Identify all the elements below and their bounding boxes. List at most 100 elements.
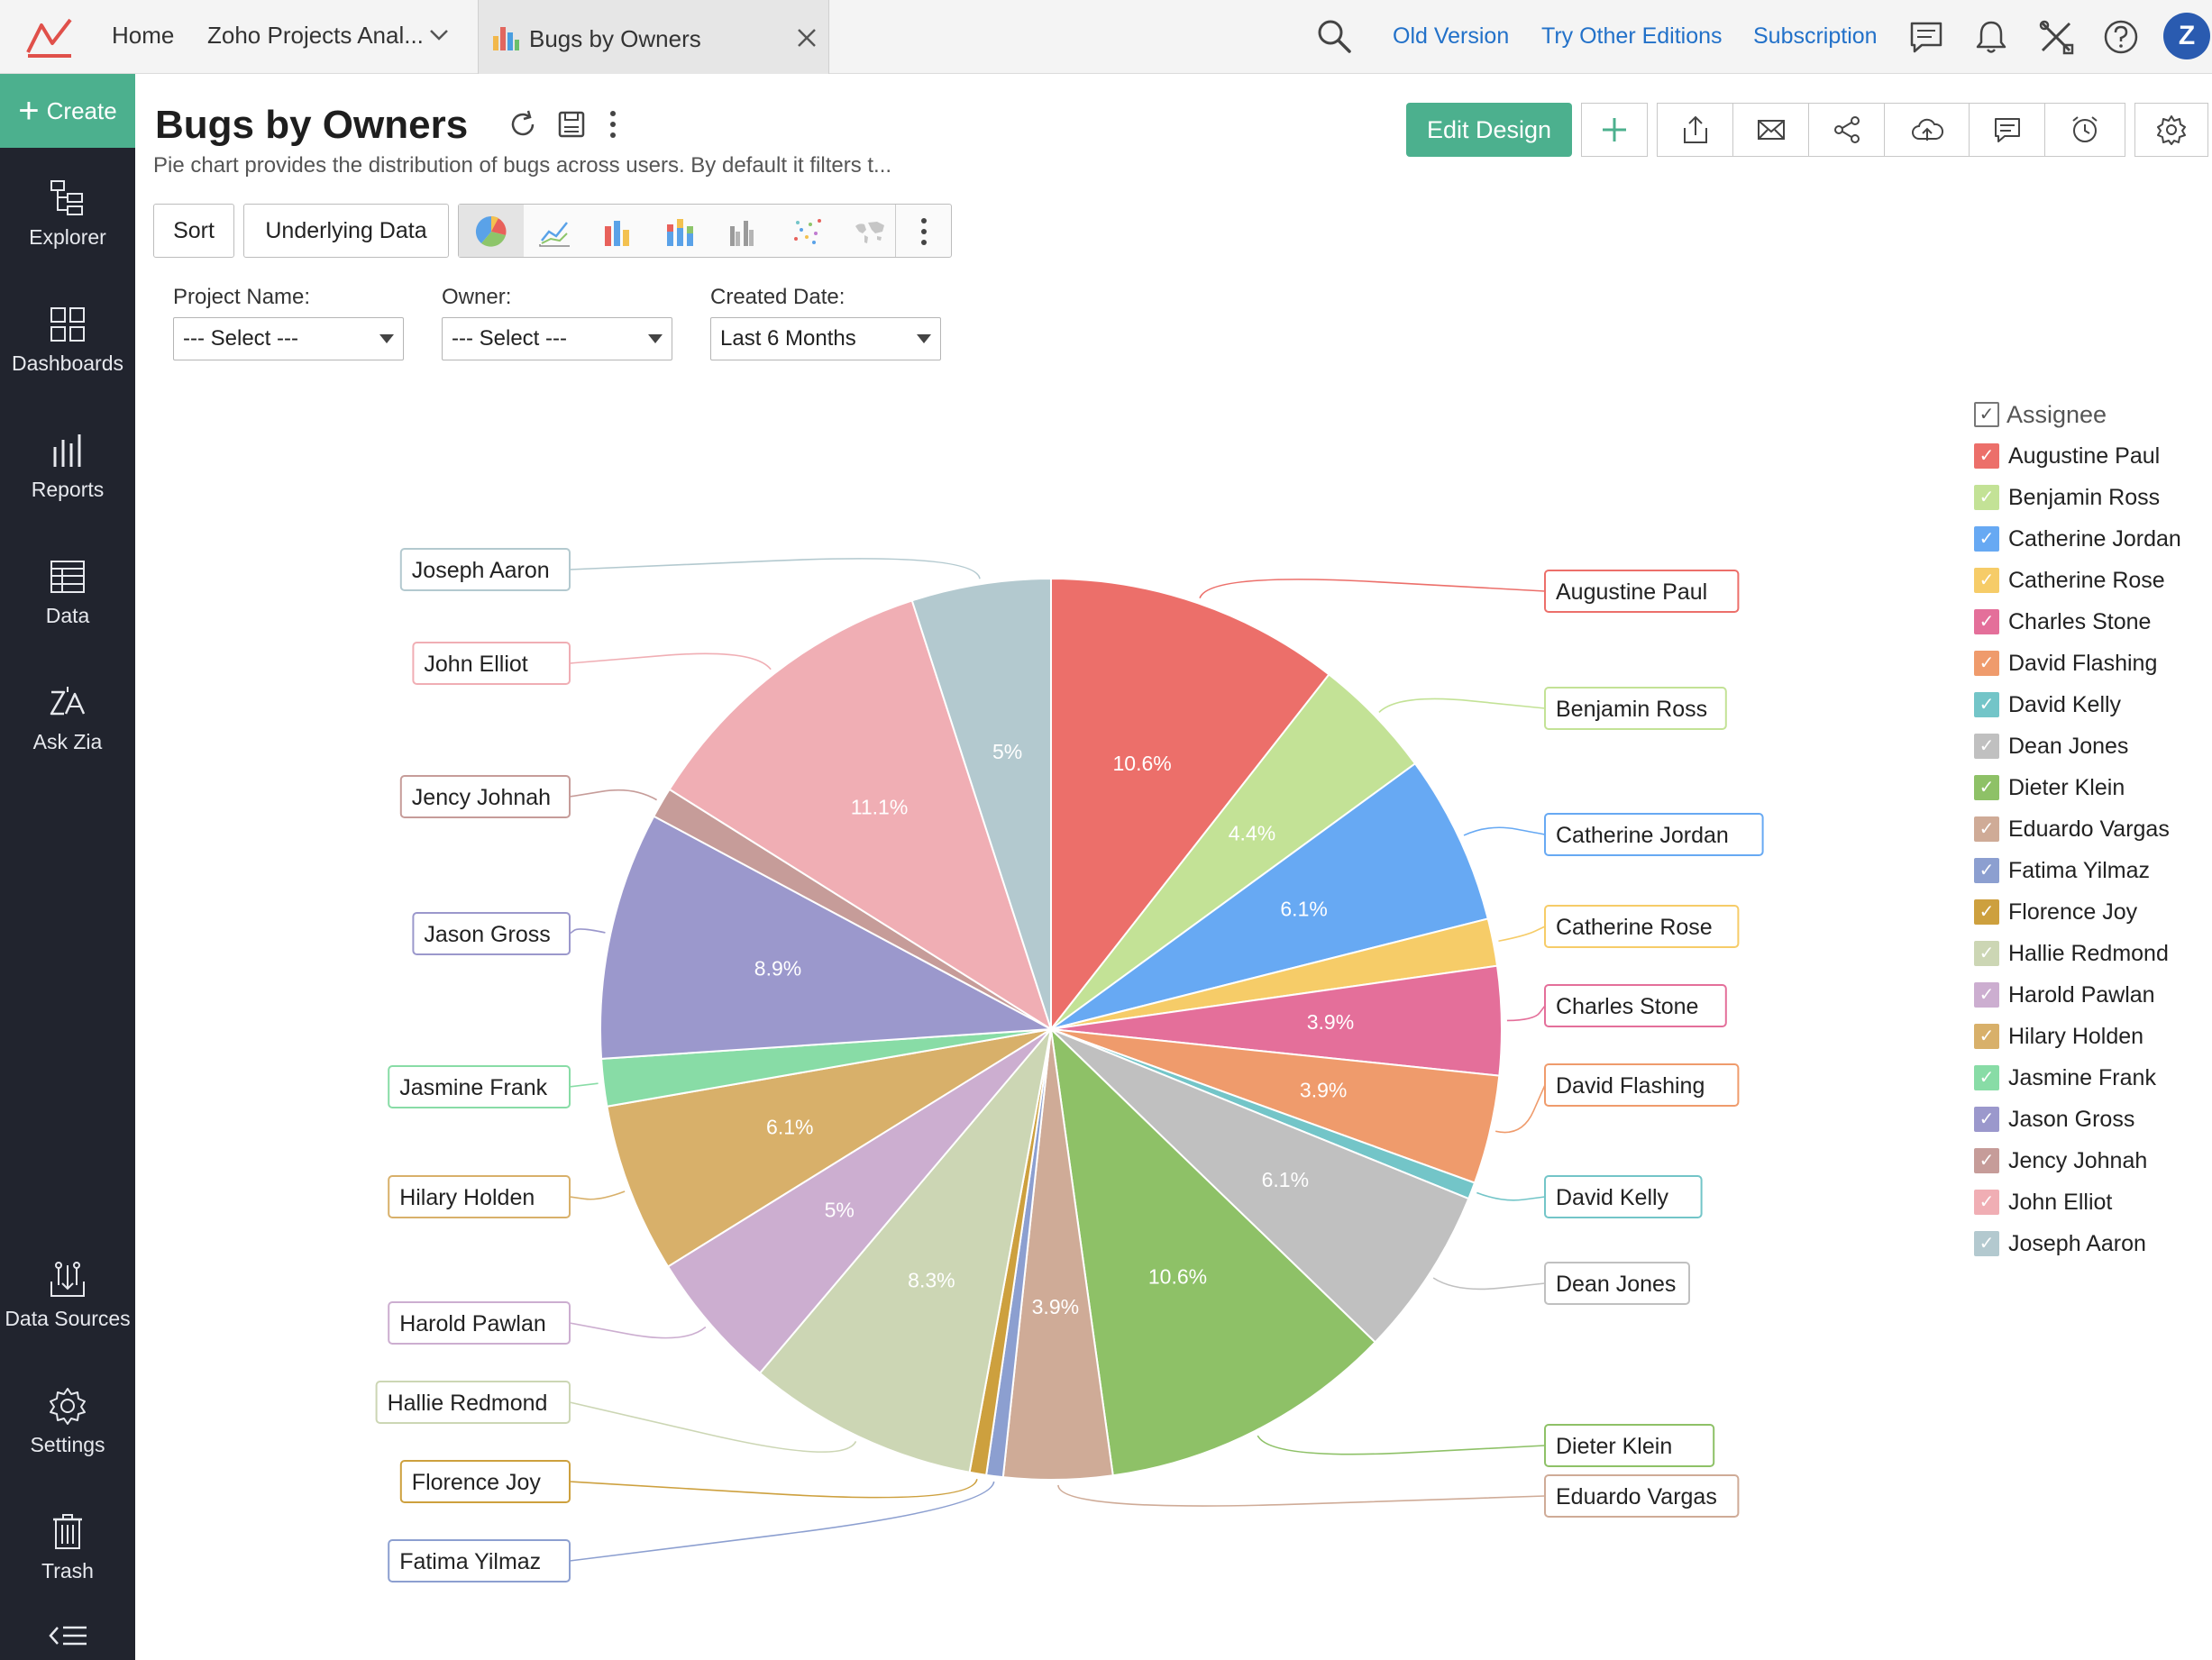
checkbox-icon[interactable]: ✓: [1974, 568, 1999, 593]
slice-name-label-box[interactable]: [1544, 984, 1727, 1027]
report-tab[interactable]: Bugs by Owners: [478, 0, 829, 74]
sidebar-item-explorer[interactable]: Explorer: [0, 164, 135, 272]
share-button[interactable]: [1808, 103, 1886, 157]
slice-name-label-box[interactable]: [1544, 687, 1727, 730]
legend-item-florence-joy[interactable]: ✓ Florence Joy: [1974, 894, 2137, 930]
pie-slice-jason-gross[interactable]: [599, 815, 1055, 1060]
pie-slice-catherine-jordan[interactable]: [1050, 762, 1489, 1030]
sidebar-item-settings[interactable]: Settings: [0, 1372, 135, 1480]
stacked-bar-chart-icon[interactable]: [663, 214, 699, 250]
comment-button[interactable]: [1969, 103, 2046, 157]
checkbox-icon[interactable]: ✓: [1974, 858, 1999, 883]
pie-slice-dean-jones[interactable]: [1050, 1028, 1470, 1344]
checkbox-icon[interactable]: ✓: [1974, 899, 1999, 925]
checkbox-icon[interactable]: ✓: [1974, 816, 1999, 842]
legend-item-catherine-jordan[interactable]: ✓ Catherine Jordan: [1974, 521, 2181, 557]
pie-slice-augustine-paul[interactable]: [1050, 577, 1330, 1032]
slice-name-label-box[interactable]: [1544, 1063, 1740, 1107]
comments-icon[interactable]: [1907, 18, 1945, 56]
checkbox-icon[interactable]: ✓: [1974, 1065, 1999, 1090]
refresh-icon[interactable]: [507, 108, 539, 141]
legend-item-harold-pawlan[interactable]: ✓ Harold Pawlan: [1974, 977, 2155, 1013]
legend-item-david-kelly[interactable]: ✓ David Kelly: [1974, 687, 2121, 723]
help-icon[interactable]: [2102, 18, 2140, 56]
checkbox-icon[interactable]: ✓: [1974, 1190, 1999, 1215]
checkbox-icon[interactable]: ✓: [1974, 982, 1999, 1008]
project-name-filter-select[interactable]: --- Select ---: [173, 317, 404, 360]
sidebar-item-ask-zia[interactable]: Ask Zia: [0, 669, 135, 777]
legend-item-benjamin-ross[interactable]: ✓ Benjamin Ross: [1974, 479, 2160, 515]
sidebar-item-reports[interactable]: Reports: [0, 416, 135, 524]
checkbox-icon[interactable]: ✓: [1974, 609, 1999, 634]
checkbox-icon[interactable]: ✓: [1974, 941, 1999, 966]
legend-item-david-flashing[interactable]: ✓ David Flashing: [1974, 645, 2157, 681]
try-other-editions-link[interactable]: Try Other Editions: [1541, 23, 1723, 49]
slice-name-label-box[interactable]: [1544, 1175, 1703, 1218]
checkbox-icon[interactable]: ✓: [1974, 443, 1999, 469]
underlying-data-button[interactable]: Underlying Data: [243, 204, 449, 258]
legend-item-joseph-aaron[interactable]: ✓ Joseph Aaron: [1974, 1226, 2146, 1262]
home-link[interactable]: Home: [112, 22, 175, 49]
pie-slice-harold-pawlan[interactable]: [666, 1028, 1052, 1375]
more-chart-types-icon[interactable]: [906, 214, 942, 250]
legend-item-dean-jones[interactable]: ✓ Dean Jones: [1974, 728, 2128, 764]
checkbox-icon[interactable]: ✓: [1974, 734, 1999, 759]
slice-name-label-box[interactable]: [388, 1539, 571, 1582]
legend-item-dieter-klein[interactable]: ✓ Dieter Klein: [1974, 770, 2125, 806]
slice-name-label-box[interactable]: [412, 912, 571, 955]
checkbox-icon[interactable]: ✓: [1974, 1107, 1999, 1132]
user-avatar[interactable]: Z: [2163, 13, 2210, 59]
slice-name-label-box[interactable]: [1544, 1262, 1690, 1305]
legend-item-charles-stone[interactable]: ✓ Charles Stone: [1974, 604, 2151, 640]
slice-name-label-box[interactable]: [375, 1381, 571, 1424]
pie-slice-john-elliot[interactable]: [668, 599, 1053, 1032]
collapse-sidebar-icon[interactable]: [49, 1622, 88, 1649]
slice-name-label-box[interactable]: [1544, 1424, 1715, 1467]
legend-item-fatima-yilmaz[interactable]: ✓ Fatima Yilmaz: [1974, 853, 2150, 889]
pie-slice-dieter-klein[interactable]: [1049, 1026, 1377, 1477]
close-icon[interactable]: [796, 27, 818, 49]
slice-name-label-box[interactable]: [1544, 813, 1764, 856]
scatter-chart-icon[interactable]: [789, 214, 825, 250]
slice-name-label-box[interactable]: [399, 775, 571, 818]
add-button[interactable]: [1581, 103, 1648, 157]
legend-item-jency-johnah[interactable]: ✓ Jency Johnah: [1974, 1143, 2147, 1179]
slice-name-label-box[interactable]: [388, 1301, 571, 1345]
legend-item-hilary-holden[interactable]: ✓ Hilary Holden: [1974, 1018, 2143, 1054]
sidebar-item-data-sources[interactable]: Data Sources: [0, 1245, 135, 1354]
edit-design-button[interactable]: Edit Design: [1406, 103, 1572, 157]
line-chart-icon[interactable]: [536, 214, 572, 250]
owner-filter-select[interactable]: --- Select ---: [442, 317, 672, 360]
created-date-filter-select[interactable]: Last 6 Months: [710, 317, 941, 360]
chevron-down-icon[interactable]: [429, 29, 449, 41]
bar-chart-icon[interactable]: [599, 214, 635, 250]
checkbox-icon[interactable]: ✓: [1974, 651, 1999, 676]
checkbox-icon[interactable]: ✓: [1974, 1148, 1999, 1173]
checkbox-icon[interactable]: ✓: [1974, 1231, 1999, 1256]
export-button[interactable]: [1657, 103, 1734, 157]
save-icon[interactable]: [555, 108, 588, 141]
subscription-link[interactable]: Subscription: [1753, 23, 1878, 49]
legend-item-hallie-redmond[interactable]: ✓ Hallie Redmond: [1974, 935, 2169, 971]
slice-name-label-box[interactable]: [399, 1460, 571, 1503]
sidebar-item-trash[interactable]: Trash: [0, 1498, 135, 1606]
checkbox-icon[interactable]: ✓: [1974, 526, 1999, 552]
publish-button[interactable]: [1884, 103, 1970, 157]
slice-name-label-box[interactable]: [1544, 1474, 1740, 1518]
legend-item-jason-gross[interactable]: ✓ Jason Gross: [1974, 1101, 2134, 1137]
legend-title[interactable]: ✓ Assignee: [1974, 397, 2107, 433]
search-icon[interactable]: [1316, 18, 1352, 54]
slice-name-label-box[interactable]: [388, 1175, 571, 1218]
zoho-analytics-logo-icon[interactable]: [25, 16, 74, 58]
checkbox-icon[interactable]: ✓: [1974, 775, 1999, 800]
checkbox-icon[interactable]: ✓: [1974, 485, 1999, 510]
grouped-bar-chart-icon[interactable]: [726, 214, 762, 250]
legend-item-eduardo-vargas[interactable]: ✓ Eduardo Vargas: [1974, 811, 2170, 847]
notification-bell-icon[interactable]: [1972, 18, 2010, 56]
slice-name-label-box[interactable]: [412, 642, 571, 685]
slice-name-label-box[interactable]: [1544, 905, 1740, 948]
sidebar-item-data[interactable]: Data: [0, 543, 135, 651]
sidebar-item-dashboards[interactable]: Dashboards: [0, 290, 135, 398]
slice-name-label-box[interactable]: [399, 548, 571, 591]
create-button[interactable]: + Create: [0, 74, 135, 148]
